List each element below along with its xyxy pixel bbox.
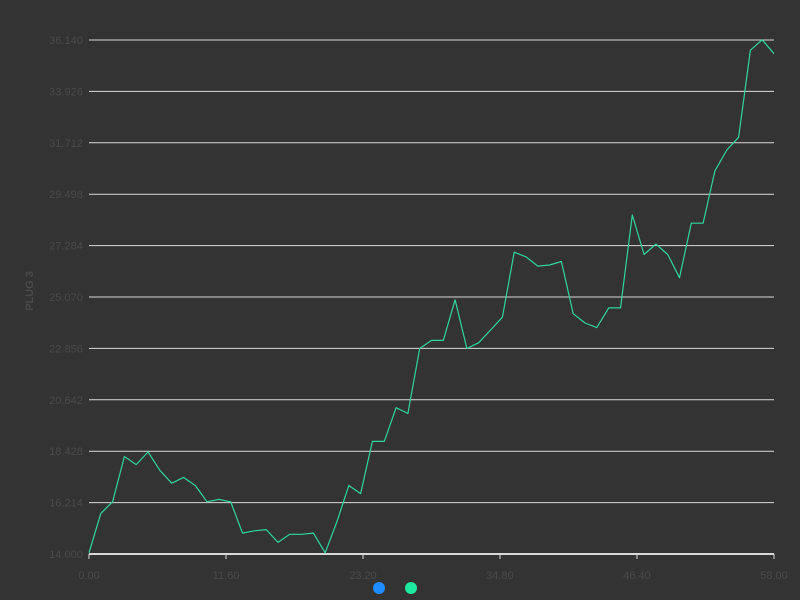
legend-marker-1[interactable]: [373, 582, 385, 594]
x-tick-label: 46.40: [623, 570, 651, 582]
legend[interactable]: [373, 582, 417, 594]
y-tick-label: 20.642: [49, 395, 83, 407]
y-tick-label: 25.070: [49, 292, 83, 304]
y-tick-label: 29.498: [49, 189, 83, 201]
y-tick-label: 33.926: [49, 86, 83, 98]
series-line: [88, 39, 775, 554]
x-tick-label: 0.00: [78, 570, 99, 582]
y-tick-label: 36.140: [49, 35, 83, 47]
y-tick-label: 27.284: [49, 241, 83, 253]
y-axis-title: PLUG 3: [24, 271, 36, 311]
y-tick-label: 31.712: [49, 138, 83, 150]
y-tick-label: 22.856: [49, 343, 83, 355]
series-layer: [88, 39, 775, 554]
y-axis-ticks: 14.000 16.214 18.428 20.642 22.856 25.070 27.2…: [49, 35, 83, 561]
y-tick-label: 18.428: [49, 446, 83, 458]
x-tick-label: 34.80: [486, 570, 514, 582]
x-tick-label: 23.20: [349, 570, 377, 582]
y-tick-label: 14.000: [49, 549, 83, 561]
x-tick-label: 58.00: [760, 570, 788, 582]
y-tick-label: 16.214: [49, 498, 83, 510]
grid-lines: [89, 39, 774, 555]
legend-marker-2[interactable]: [405, 582, 417, 594]
x-axis-ticks: 0.00 11.60 23.20 34.80 46.40 58.00: [78, 554, 788, 582]
x-tick-label: 11.60: [213, 570, 240, 582]
